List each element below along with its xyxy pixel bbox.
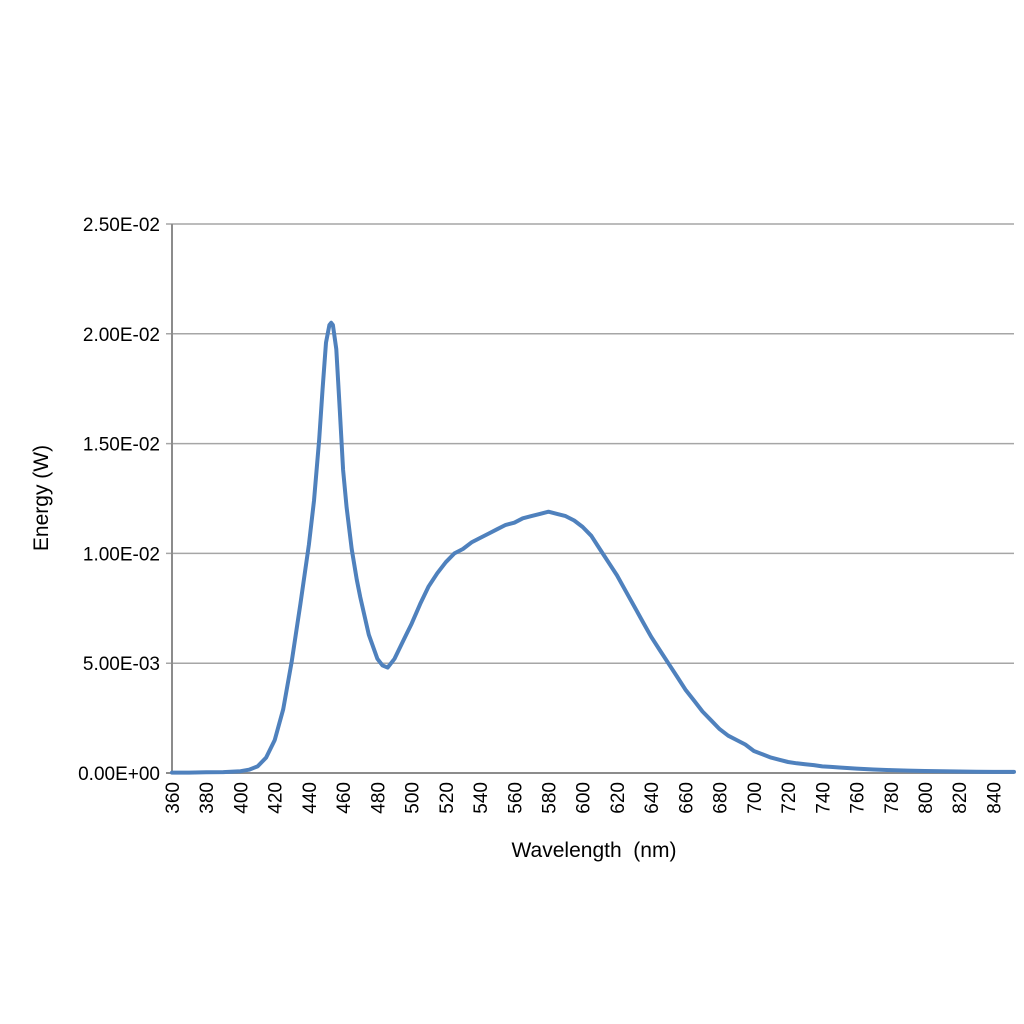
x-tick-label: 360 (163, 782, 184, 814)
x-tick-label: 740 (813, 782, 834, 814)
x-tick-label: 500 (403, 782, 424, 814)
x-tick-label: 460 (334, 782, 355, 814)
x-tick-label: 580 (540, 782, 561, 814)
x-tick-label: 780 (882, 782, 903, 814)
x-tick-label: 840 (984, 782, 1005, 814)
y-tick-label: 1.00E-02 (83, 544, 160, 565)
x-tick-label: 660 (676, 782, 697, 814)
x-tick-label: 560 (505, 782, 526, 814)
y-tick-label: 2.50E-02 (83, 215, 160, 236)
y-tick-label: 0.00E+00 (78, 764, 160, 785)
y-tick-label: 2.00E-02 (83, 325, 160, 346)
x-tick-label: 480 (368, 782, 389, 814)
x-axis-tick-labels: 360 380 400 420 440 460 480 500 520 540 560 580 600 6… (163, 782, 1005, 814)
spectrum-series-line (170, 320, 1016, 775)
x-tick-label: 400 (231, 782, 252, 814)
y-tick-label: 1.50E-02 (83, 435, 160, 456)
y-axis-title: Energy (W) (30, 445, 53, 551)
y-axis-tick-labels: 0.00E+00 5.00E-03 1.00E-02 1.50E-02 2.00E-02… (78, 215, 160, 785)
x-tick-label: 700 (745, 782, 766, 814)
gridlines (166, 223, 1014, 664)
x-axis-title: Wavelength (nm) (512, 839, 677, 862)
x-tick-label: 420 (266, 782, 287, 814)
x-tick-label: 800 (916, 782, 937, 814)
x-tick-label: 760 (848, 782, 869, 814)
x-tick-label: 600 (574, 782, 595, 814)
x-tick-label: 820 (950, 782, 971, 814)
x-tick-label: 540 (471, 782, 492, 814)
x-tick-label: 520 (437, 782, 458, 814)
x-tick-label: 440 (300, 782, 321, 814)
x-tick-label: 620 (608, 782, 629, 814)
x-tick-label: 680 (711, 782, 732, 814)
y-tick-label: 5.00E-03 (83, 654, 160, 675)
x-tick-label: 720 (779, 782, 800, 814)
x-tick-label: 640 (642, 782, 663, 814)
x-tick-label: 380 (197, 782, 218, 814)
